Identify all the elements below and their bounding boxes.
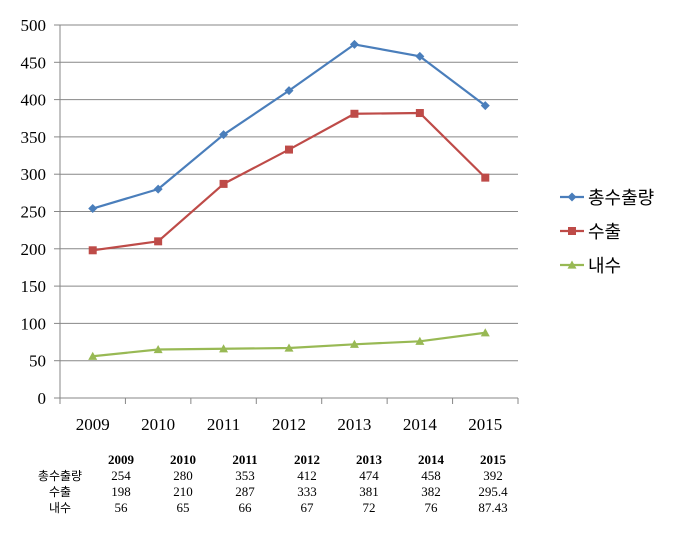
data-table-corner — [30, 452, 90, 468]
y-tick-label: 200 — [21, 240, 47, 259]
legend-marker — [567, 260, 577, 269]
data-table-year: 2015 — [480, 452, 506, 467]
data-point — [284, 343, 294, 352]
data-table-cell: 65 — [176, 500, 190, 515]
data-point — [219, 344, 229, 353]
y-tick-label: 450 — [21, 53, 47, 72]
data-point — [285, 145, 293, 154]
data-table-cell: 66 — [238, 500, 252, 515]
data-table-cell: 72 — [362, 500, 376, 515]
data-point — [415, 109, 424, 118]
x-tick-label: 2010 — [141, 415, 175, 434]
series-line — [92, 111, 487, 252]
data-table-cell: 382 — [421, 484, 441, 499]
data-table-year: 2011 — [232, 452, 258, 467]
legend-label: 내수 — [588, 256, 621, 277]
data-point — [480, 328, 490, 337]
x-tick-label: 2015 — [468, 415, 502, 434]
legend-marker — [568, 227, 576, 235]
data-point — [349, 339, 359, 348]
data-table-header-row: 2009 2010 2011 2012 2013 2014 2015 — [30, 452, 524, 468]
data-table-cell: 198 — [111, 484, 131, 499]
y-tick-label: 250 — [21, 203, 47, 222]
series-line — [92, 43, 486, 210]
data-table-cell: 381 — [359, 484, 379, 499]
data-table-row: 수출 198 210 287 333 381 382 295.4 — [30, 484, 524, 500]
y-tick-label: 300 — [21, 165, 47, 184]
data-point — [284, 86, 294, 96]
data-point — [219, 130, 229, 140]
data-table-cell: 353 — [235, 468, 255, 483]
data-point — [481, 173, 490, 182]
data-point — [480, 101, 490, 111]
data-table-year: 2013 — [356, 452, 382, 467]
data-table-cell: 210 — [173, 484, 193, 499]
line-chart: 0 50 100 150 200 250 300 350 400 450 500 2009 2010 20… — [21, 16, 655, 434]
data-table-row-label: 수출 — [48, 485, 72, 499]
data-point — [153, 345, 163, 354]
data-table-cell: 56 — [114, 500, 128, 515]
data-table-row: 내수 56 65 66 67 72 76 87.43 — [30, 500, 524, 516]
data-point — [219, 179, 228, 188]
data-point — [415, 51, 425, 61]
data-table-cell: 280 — [173, 468, 193, 483]
data-point — [415, 336, 425, 345]
data-table-row-label: 내수 — [48, 501, 72, 515]
data-table-cell: 412 — [297, 468, 317, 483]
data-point — [88, 246, 97, 255]
data-point — [350, 109, 359, 118]
data-table-year: 2009 — [108, 452, 134, 467]
data-table-year: 2010 — [170, 452, 196, 467]
data-table-year: 2012 — [294, 452, 320, 467]
legend-marker — [567, 192, 577, 202]
x-tick-label: 2012 — [272, 415, 306, 434]
data-point — [154, 237, 163, 246]
data-table: 2009 2010 2011 2012 2013 2014 2015 총수출량 … — [30, 452, 524, 516]
data-table-cell: 67 — [300, 500, 314, 515]
data-table-row-label: 총수출량 — [37, 469, 83, 483]
y-tick-label: 150 — [21, 277, 47, 296]
data-table-year: 2014 — [418, 452, 444, 467]
data-table-cell: 287 — [235, 484, 255, 499]
x-tick-label: 2011 — [207, 415, 240, 434]
data-table-row: 총수출량 254 280 353 412 474 458 392 — [30, 468, 524, 484]
data-point — [349, 39, 359, 49]
data-table-cell: 87.43 — [478, 500, 508, 515]
data-table-cell: 474 — [359, 468, 379, 483]
data-point — [88, 351, 98, 360]
y-tick-label: 100 — [21, 314, 47, 333]
y-tick-label: 500 — [21, 16, 47, 35]
x-tick-label: 2013 — [337, 415, 371, 434]
x-tick-label: 2009 — [76, 415, 110, 434]
legend-label: 총수출량 — [588, 188, 654, 209]
y-tick-label: 400 — [21, 91, 47, 110]
y-tick-label: 50 — [29, 352, 46, 371]
x-tick-label: 2014 — [403, 415, 438, 434]
data-table-cell: 295.4 — [478, 484, 508, 499]
data-point — [88, 204, 98, 214]
data-table-cell: 254 — [111, 468, 131, 483]
data-table-cell: 392 — [483, 468, 503, 483]
data-table-cell: 76 — [424, 500, 438, 515]
data-table-cell: 333 — [297, 484, 317, 499]
data-point — [153, 184, 163, 194]
y-tick-label: 350 — [21, 128, 47, 147]
legend-label: 수출 — [588, 222, 621, 243]
y-tick-label: 0 — [38, 389, 47, 408]
data-table-cell: 458 — [421, 468, 441, 483]
